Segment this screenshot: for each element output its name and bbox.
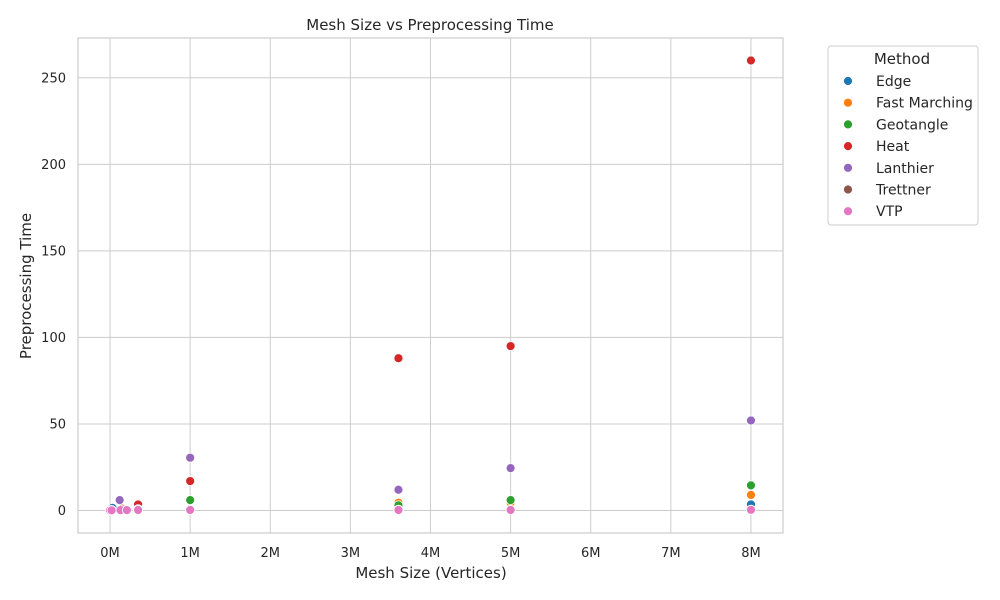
y-tick-label: 50	[49, 417, 66, 432]
data-point	[133, 505, 143, 515]
data-point	[393, 484, 404, 495]
data-point	[505, 341, 516, 351]
legend-item: Trettner	[843, 183, 931, 199]
y-tick-label: 200	[41, 158, 66, 173]
legend-item: Fast Marching	[843, 96, 973, 112]
legend-marker	[843, 141, 853, 152]
x-tick-label: 8M	[741, 546, 761, 561]
legend-label: Geotangle	[876, 117, 948, 133]
legend-label: Edge	[876, 74, 911, 90]
data-point	[185, 452, 196, 463]
series-vtp	[105, 504, 756, 516]
x-tick-label: 5M	[501, 546, 521, 561]
legend-title: Method	[874, 50, 930, 68]
plot-area: 0M 1M 2M 3M 4M 5M 6M 7M 8M 0 50 100 150 200 250	[41, 37, 784, 561]
legend-label: Heat	[876, 139, 910, 155]
data-point	[746, 55, 756, 66]
legend-item: VTP	[843, 204, 903, 220]
data-point	[393, 353, 404, 364]
chart-title: Mesh Size vs Preprocessing Time	[306, 16, 553, 34]
data-point	[106, 505, 117, 516]
legend-label: Fast Marching	[876, 96, 973, 112]
x-tick-label: 2M	[261, 546, 281, 561]
x-tick-label: 4M	[421, 546, 441, 561]
legend-marker	[843, 162, 853, 173]
legend-item: Heat	[843, 139, 910, 155]
legend-label: Lanthier	[876, 161, 934, 177]
y-tick-label: 0	[58, 504, 66, 519]
data-point	[746, 415, 756, 426]
y-tick-label: 250	[41, 71, 66, 86]
data-point	[185, 495, 196, 506]
data-point	[121, 505, 132, 516]
data-point	[505, 463, 516, 473]
x-tick-label: 7M	[661, 546, 681, 561]
data-point	[505, 495, 516, 506]
legend-marker	[843, 76, 853, 86]
legend-marker	[843, 206, 853, 217]
legend-marker	[843, 184, 853, 195]
y-axis-label: Preprocessing Time	[17, 213, 35, 359]
legend-label: VTP	[876, 204, 903, 220]
legend-item: Geotangle	[843, 117, 948, 133]
legend-item: Lanthier	[843, 161, 934, 177]
y-tick-label: 100	[41, 331, 66, 346]
legend-marker	[843, 97, 853, 108]
x-axis-label: Mesh Size (Vertices)	[355, 564, 506, 582]
data-point	[505, 505, 516, 515]
plot-frame	[77, 37, 784, 534]
legend-frame	[827, 45, 979, 226]
legend-label: Trettner	[875, 183, 931, 199]
x-tick-label: 6M	[581, 546, 601, 561]
data-point	[746, 504, 756, 515]
data-point	[114, 495, 125, 506]
legend: Method Edge Fast Marching Geotangle Heat Lan…	[827, 45, 979, 226]
x-tick-label: 3M	[341, 546, 361, 561]
data-point	[746, 490, 756, 500]
data-point	[393, 505, 404, 515]
data-point	[185, 505, 196, 515]
legend-item: Edge	[843, 74, 911, 90]
x-tick-label: 1M	[180, 546, 200, 561]
x-tick-label: 0M	[100, 546, 120, 561]
legend-marker	[843, 119, 853, 130]
y-tick-label: 150	[41, 244, 66, 259]
data-point	[746, 480, 756, 491]
data-point	[185, 476, 196, 486]
